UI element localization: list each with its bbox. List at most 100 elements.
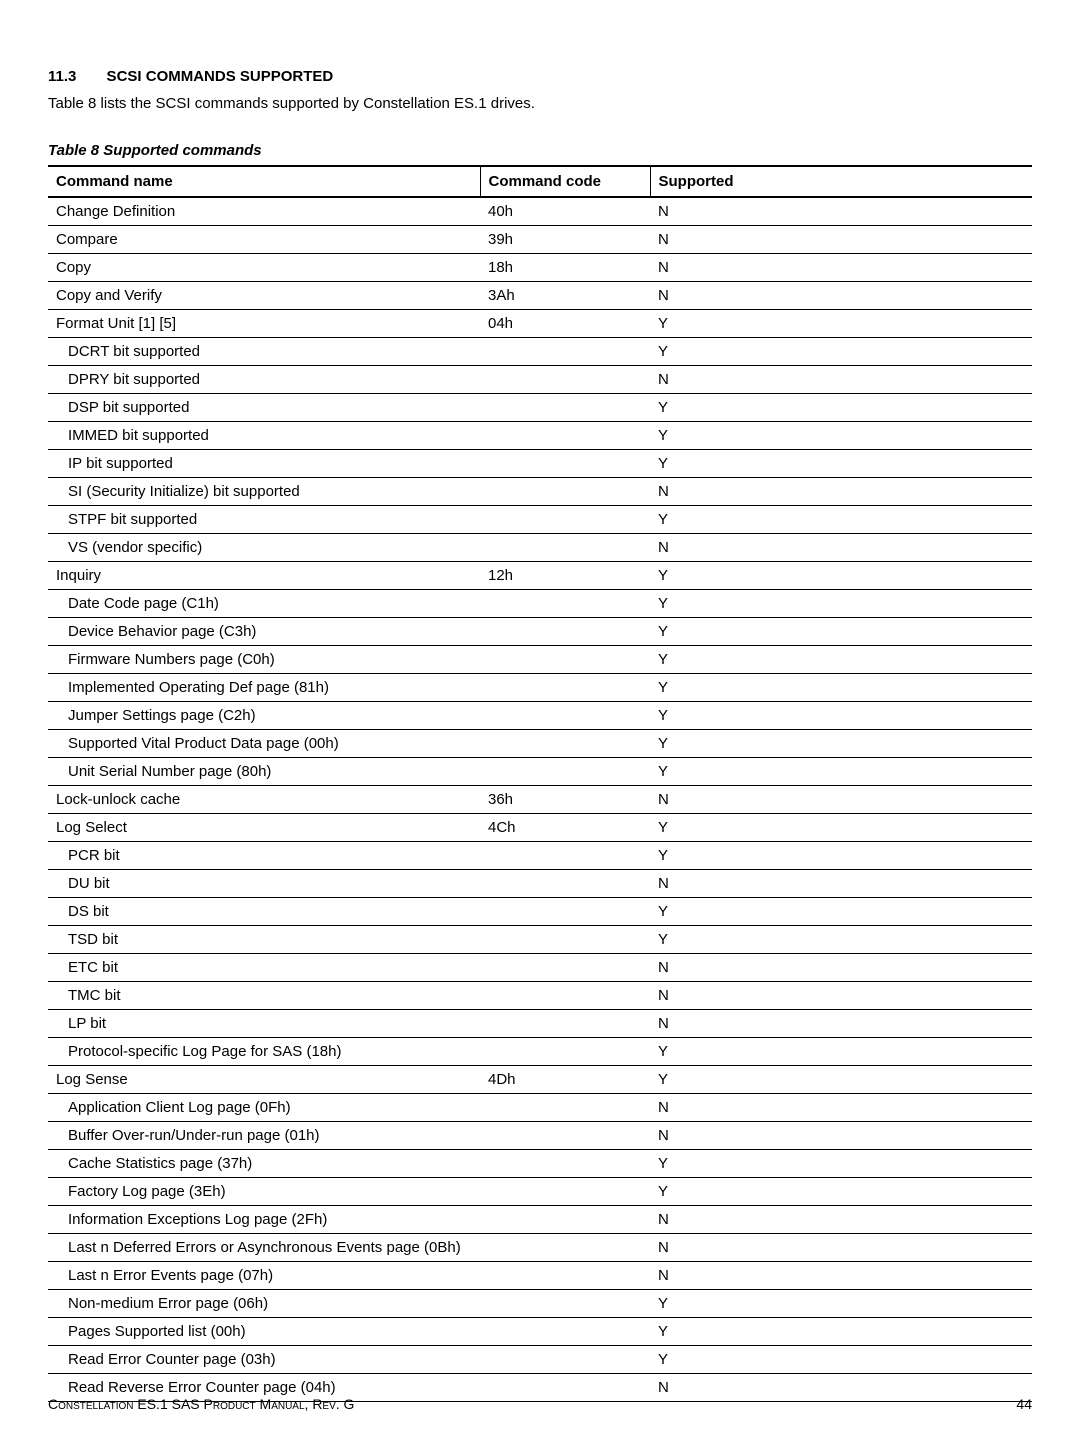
table-row: Read Error Counter page (03h)Y bbox=[48, 1346, 1032, 1374]
cell-command-code bbox=[480, 1262, 650, 1290]
cell-command-name: DU bit bbox=[48, 870, 480, 898]
cell-command-name: LP bit bbox=[48, 1010, 480, 1038]
table-row: Cache Statistics page (37h)Y bbox=[48, 1150, 1032, 1178]
table-row: DSP bit supportedY bbox=[48, 394, 1032, 422]
cell-command-name: Implemented Operating Def page (81h) bbox=[48, 674, 480, 702]
cell-command-code: 12h bbox=[480, 562, 650, 590]
cell-supported: Y bbox=[650, 506, 1032, 534]
cell-command-code bbox=[480, 1010, 650, 1038]
table-row: LP bit N bbox=[48, 1010, 1032, 1038]
table-row: SI (Security Initialize) bit supportedN bbox=[48, 478, 1032, 506]
section-number: 11.3 bbox=[48, 68, 76, 85]
cell-command-code bbox=[480, 870, 650, 898]
table-row: VS (vendor specific)N bbox=[48, 534, 1032, 562]
cell-supported: N bbox=[650, 1262, 1032, 1290]
cell-command-code bbox=[480, 1122, 650, 1150]
cell-supported: Y bbox=[650, 758, 1032, 786]
footer-page-number: 44 bbox=[1016, 1396, 1032, 1412]
table-row: Last n Error Events page (07h) N bbox=[48, 1262, 1032, 1290]
cell-command-code bbox=[480, 506, 650, 534]
cell-command-code bbox=[480, 618, 650, 646]
cell-command-name: VS (vendor specific) bbox=[48, 534, 480, 562]
cell-command-code: 40h bbox=[480, 197, 650, 226]
intro-text: Table 8 lists the SCSI commands supporte… bbox=[48, 95, 1032, 112]
cell-supported: Y bbox=[650, 562, 1032, 590]
cell-command-code: 36h bbox=[480, 786, 650, 814]
cell-supported: Y bbox=[650, 422, 1032, 450]
cell-supported: N bbox=[650, 254, 1032, 282]
cell-command-code bbox=[480, 366, 650, 394]
table-row: Format Unit [1] [5]04hY bbox=[48, 310, 1032, 338]
cell-command-name: TMC bit bbox=[48, 982, 480, 1010]
table-row: Device Behavior page (C3h)Y bbox=[48, 618, 1032, 646]
cell-command-name: DCRT bit supported bbox=[48, 338, 480, 366]
table-row: Pages Supported list (00h)Y bbox=[48, 1318, 1032, 1346]
cell-supported: Y bbox=[650, 1038, 1032, 1066]
cell-supported: N bbox=[650, 282, 1032, 310]
table-row: Factory Log page (3Eh)Y bbox=[48, 1178, 1032, 1206]
cell-command-name: Compare bbox=[48, 226, 480, 254]
cell-command-name: Information Exceptions Log page (2Fh) bbox=[48, 1206, 480, 1234]
cell-supported: Y bbox=[650, 590, 1032, 618]
cell-command-name: Change Definition bbox=[48, 197, 480, 226]
cell-command-name: IMMED bit supported bbox=[48, 422, 480, 450]
table-row: PCR bitY bbox=[48, 842, 1032, 870]
cell-command-name: Copy bbox=[48, 254, 480, 282]
table-row: Application Client Log page (0Fh) N bbox=[48, 1094, 1032, 1122]
cell-supported: N bbox=[650, 786, 1032, 814]
cell-supported: N bbox=[650, 1122, 1032, 1150]
table-row: ETC bitN bbox=[48, 954, 1032, 982]
cell-command-code bbox=[480, 1094, 650, 1122]
cell-command-code bbox=[480, 450, 650, 478]
cell-supported: Y bbox=[650, 338, 1032, 366]
cell-supported: N bbox=[650, 1094, 1032, 1122]
cell-command-name: Read Error Counter page (03h) bbox=[48, 1346, 480, 1374]
cell-supported: N bbox=[650, 366, 1032, 394]
col-header-name: Command name bbox=[48, 166, 480, 197]
table-header-row: Command name Command code Supported bbox=[48, 166, 1032, 197]
cell-supported: Y bbox=[650, 618, 1032, 646]
cell-supported: Y bbox=[650, 1290, 1032, 1318]
cell-command-code bbox=[480, 954, 650, 982]
table-row: Jumper Settings page (C2h)Y bbox=[48, 702, 1032, 730]
cell-command-code bbox=[480, 1290, 650, 1318]
cell-command-name: TSD bit bbox=[48, 926, 480, 954]
cell-command-code bbox=[480, 1234, 650, 1262]
cell-command-code: 04h bbox=[480, 310, 650, 338]
cell-command-code: 4Ch bbox=[480, 814, 650, 842]
cell-command-code bbox=[480, 1178, 650, 1206]
document-page: 11.3 SCSI COMMANDS SUPPORTED Table 8 lis… bbox=[0, 0, 1080, 1442]
cell-command-code bbox=[480, 1038, 650, 1066]
cell-supported: N bbox=[650, 197, 1032, 226]
table-row: Buffer Over-run/Under-run page (01h)N bbox=[48, 1122, 1032, 1150]
cell-command-name: Inquiry bbox=[48, 562, 480, 590]
table-row: Log Sense4DhY bbox=[48, 1066, 1032, 1094]
cell-command-name: Application Client Log page (0Fh) bbox=[48, 1094, 480, 1122]
table-row: Protocol-specific Log Page for SAS (18h)… bbox=[48, 1038, 1032, 1066]
table-row: TMC bitN bbox=[48, 982, 1032, 1010]
cell-command-name: Factory Log page (3Eh) bbox=[48, 1178, 480, 1206]
cell-supported: N bbox=[650, 1010, 1032, 1038]
cell-command-code bbox=[480, 702, 650, 730]
cell-command-code bbox=[480, 842, 650, 870]
cell-supported: N bbox=[650, 1206, 1032, 1234]
cell-supported: Y bbox=[650, 1066, 1032, 1094]
table-row: IMMED bit supported Y bbox=[48, 422, 1032, 450]
cell-command-code bbox=[480, 646, 650, 674]
table-row: Non-medium Error page (06h)Y bbox=[48, 1290, 1032, 1318]
cell-command-name: Date Code page (C1h) bbox=[48, 590, 480, 618]
cell-command-code bbox=[480, 730, 650, 758]
cell-supported: Y bbox=[650, 1318, 1032, 1346]
cell-supported: N bbox=[650, 478, 1032, 506]
cell-supported: N bbox=[650, 870, 1032, 898]
col-header-supported: Supported bbox=[650, 166, 1032, 197]
section-title: SCSI COMMANDS SUPPORTED bbox=[107, 68, 334, 85]
cell-supported: Y bbox=[650, 814, 1032, 842]
cell-command-code bbox=[480, 422, 650, 450]
table-row: TSD bitY bbox=[48, 926, 1032, 954]
cell-supported: Y bbox=[650, 702, 1032, 730]
cell-supported: N bbox=[650, 954, 1032, 982]
cell-command-name: Last n Error Events page (07h) bbox=[48, 1262, 480, 1290]
cell-command-code: 18h bbox=[480, 254, 650, 282]
cell-command-name: Format Unit [1] [5] bbox=[48, 310, 480, 338]
